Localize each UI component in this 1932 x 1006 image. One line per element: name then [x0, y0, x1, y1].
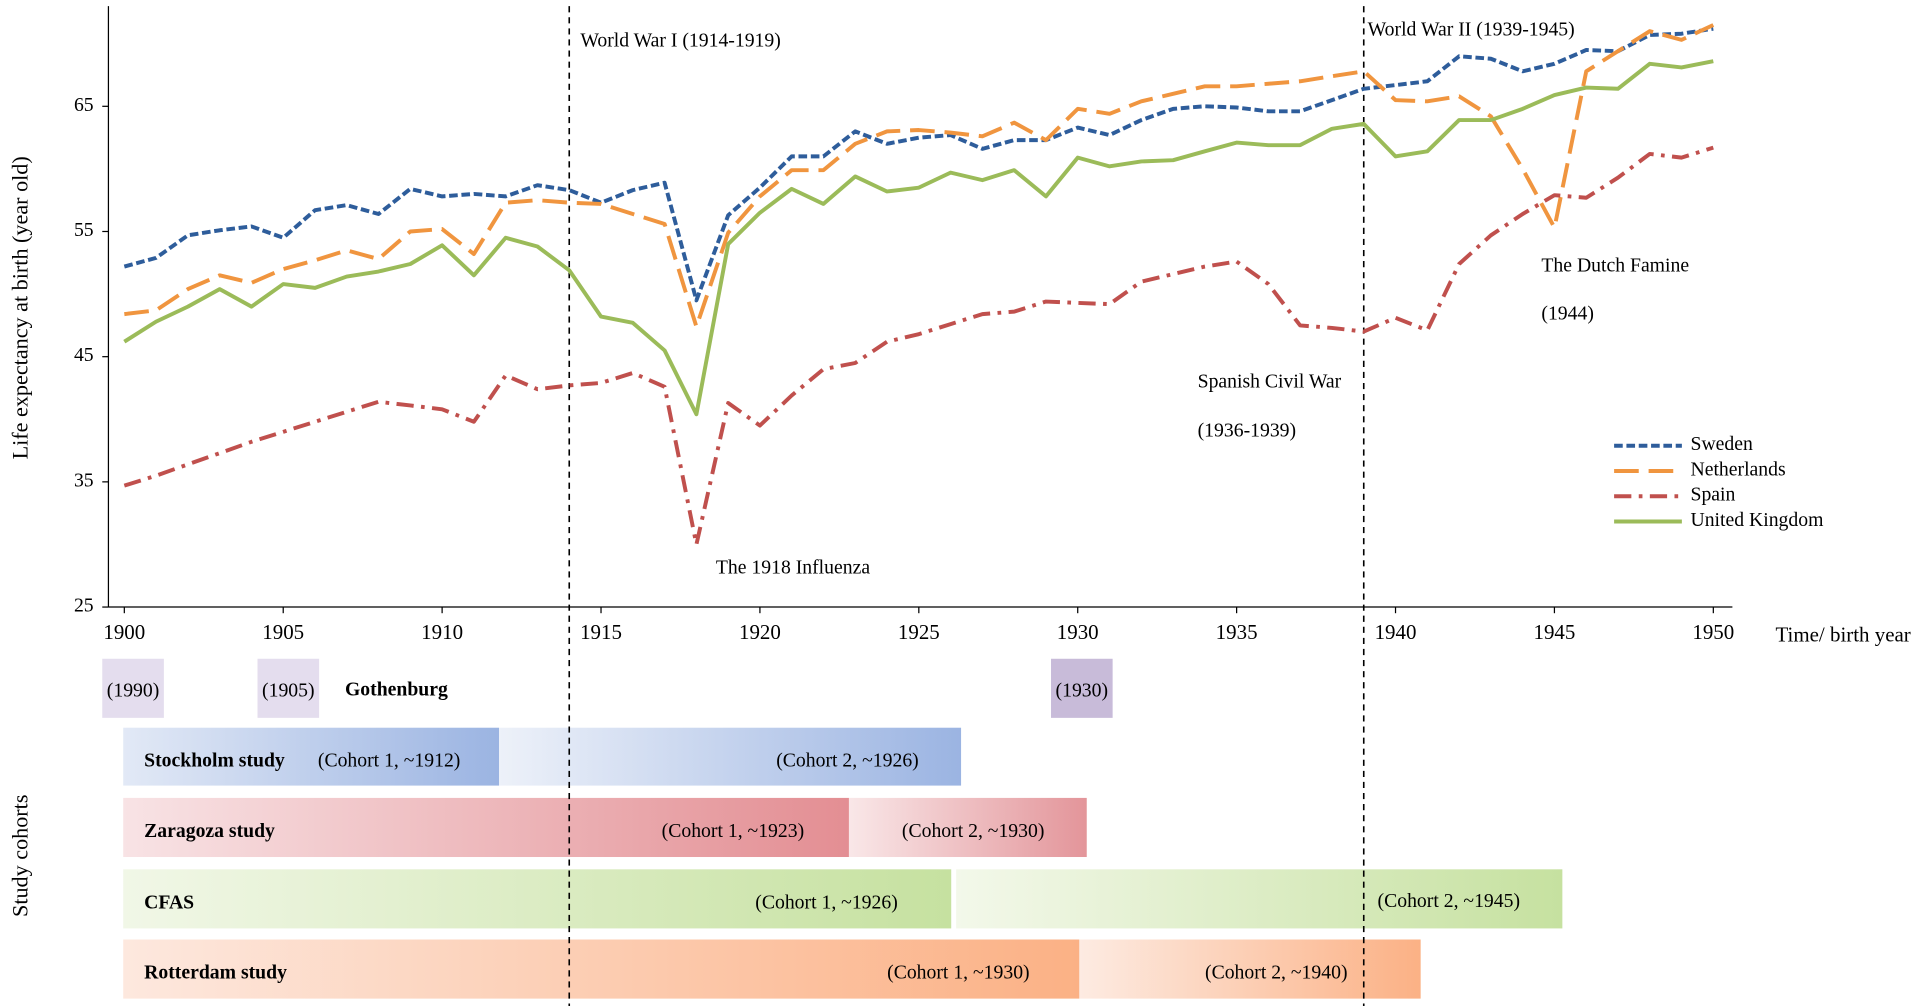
gothenburg-label: Gothenburg — [345, 678, 448, 700]
cohort-bar — [499, 727, 962, 786]
study-name: Rotterdam study — [144, 962, 287, 984]
cohort-bar — [123, 939, 1080, 999]
y-tick-label: 45 — [74, 344, 94, 366]
year-box — [102, 658, 164, 718]
y-tick-label: 25 — [74, 595, 94, 617]
series-line — [123, 26, 1714, 303]
series-line — [123, 59, 1714, 417]
series-line — [123, 145, 1714, 547]
cohort-label: (Cohort 2, ~1926) — [776, 750, 918, 772]
legend-label: Netherlands — [1691, 459, 1786, 481]
x-tick-label: 1925 — [898, 620, 940, 644]
cohort-label: (Cohort 2, ~1945) — [1378, 890, 1520, 912]
cohort-label: (Cohort 1, ~1912) — [318, 750, 460, 772]
legend-label: Spain — [1691, 484, 1736, 506]
annotation: (1944) — [1541, 303, 1594, 325]
study-name: Zaragoza study — [144, 820, 275, 842]
x-tick-label: 1950 — [1692, 620, 1734, 644]
x-tick-label: 1935 — [1216, 620, 1258, 644]
cohort-bar — [848, 797, 1087, 858]
y-tick-label: 65 — [74, 94, 94, 116]
study-name: CFAS — [144, 891, 194, 913]
annotation: (1936-1939) — [1198, 420, 1296, 442]
x-tick-label: 1930 — [1057, 620, 1099, 644]
cohort-label: (Cohort 1, ~1923) — [662, 820, 804, 842]
legend-label: Sweden — [1691, 433, 1754, 455]
x-tick-label: 1920 — [739, 620, 781, 644]
x-tick-label: 1900 — [103, 620, 145, 644]
cohort-axis-label: Study cohorts — [7, 795, 32, 917]
year-label: (1930) — [1056, 680, 1109, 702]
annotation: World War I (1914-1919) — [580, 29, 780, 51]
x-tick-label: 1940 — [1375, 620, 1417, 644]
study-name: Stockholm study — [144, 750, 285, 772]
cohort-bar — [956, 869, 1563, 929]
x-tick-label: 1945 — [1533, 620, 1575, 644]
year-box — [257, 658, 320, 718]
cohort-label: (Cohort 2, ~1940) — [1205, 962, 1347, 984]
x-tick-label: 1915 — [580, 620, 622, 644]
cohort-label: (Cohort 1, ~1930) — [887, 962, 1029, 984]
x-tick-label: 1905 — [262, 620, 304, 644]
x-tick-label: 1910 — [421, 620, 463, 644]
cohort-label: (Cohort 1, ~1926) — [755, 891, 897, 913]
annotation: World War II (1939-1945) — [1368, 18, 1575, 40]
x-axis-label: Time/ birth year — [1776, 622, 1911, 646]
annotation: The 1918 Influenza — [716, 556, 870, 578]
y-tick-label: 35 — [74, 469, 94, 491]
year-label: (1905) — [262, 680, 315, 702]
y-tick-label: 55 — [74, 219, 94, 241]
cohort-bar — [123, 797, 849, 858]
year-label: (1990) — [107, 680, 160, 702]
cohort-label: (Cohort 2, ~1930) — [902, 820, 1044, 842]
legend-label: United Kingdom — [1691, 509, 1824, 531]
cohort-bar — [123, 869, 952, 929]
series-line — [124, 23, 1715, 329]
y-axis-label: Life expectancy at birth (year old) — [7, 156, 32, 459]
year-box — [1051, 658, 1113, 718]
annotation: The Dutch Famine — [1541, 255, 1689, 277]
annotation: Spanish Civil War — [1198, 370, 1342, 392]
cohort-section: (1990) (1905) (1930) Gothenburg Stockhol… — [7, 658, 1563, 999]
cohort-bar — [123, 727, 500, 786]
